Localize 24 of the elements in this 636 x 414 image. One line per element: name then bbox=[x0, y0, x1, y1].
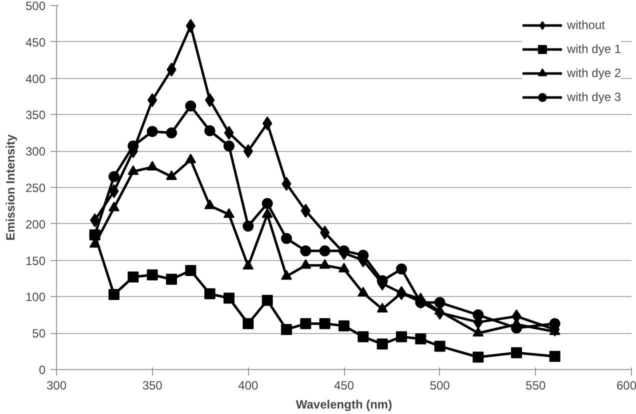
y-tick-label: 350 bbox=[25, 108, 46, 122]
y-axis-title: Emission Intensity bbox=[3, 134, 18, 241]
y-tick-label: 200 bbox=[25, 217, 46, 232]
x-tick-label: 500 bbox=[430, 378, 450, 392]
y-tick-label: 450 bbox=[25, 35, 46, 50]
x-tick-label: 300 bbox=[46, 378, 67, 392]
x-tick-label: 450 bbox=[334, 378, 354, 392]
x-axis-title: Wavelength (nm) bbox=[296, 398, 392, 412]
legend-label: with dye 1 bbox=[566, 42, 621, 56]
y-tick-label: 0 bbox=[38, 363, 46, 377]
x-tick-label: 600 bbox=[616, 378, 636, 392]
legend-label: without bbox=[566, 18, 605, 32]
y-tick-label: 50 bbox=[32, 326, 46, 341]
legend-label: with dye 2 bbox=[566, 66, 621, 80]
x-tick-label: 350 bbox=[142, 378, 163, 392]
y-tick-label: 150 bbox=[25, 254, 46, 268]
x-tick-label: 400 bbox=[238, 378, 259, 392]
legend-label: with dye 3 bbox=[566, 90, 621, 104]
y-tick-label: 500 bbox=[25, 0, 46, 13]
y-tick-label: 300 bbox=[25, 144, 46, 159]
y-tick-label: 400 bbox=[25, 72, 46, 86]
y-tick-label: 100 bbox=[25, 290, 46, 304]
x-tick-label: 550 bbox=[526, 378, 546, 392]
y-tick-label: 250 bbox=[25, 181, 46, 195]
